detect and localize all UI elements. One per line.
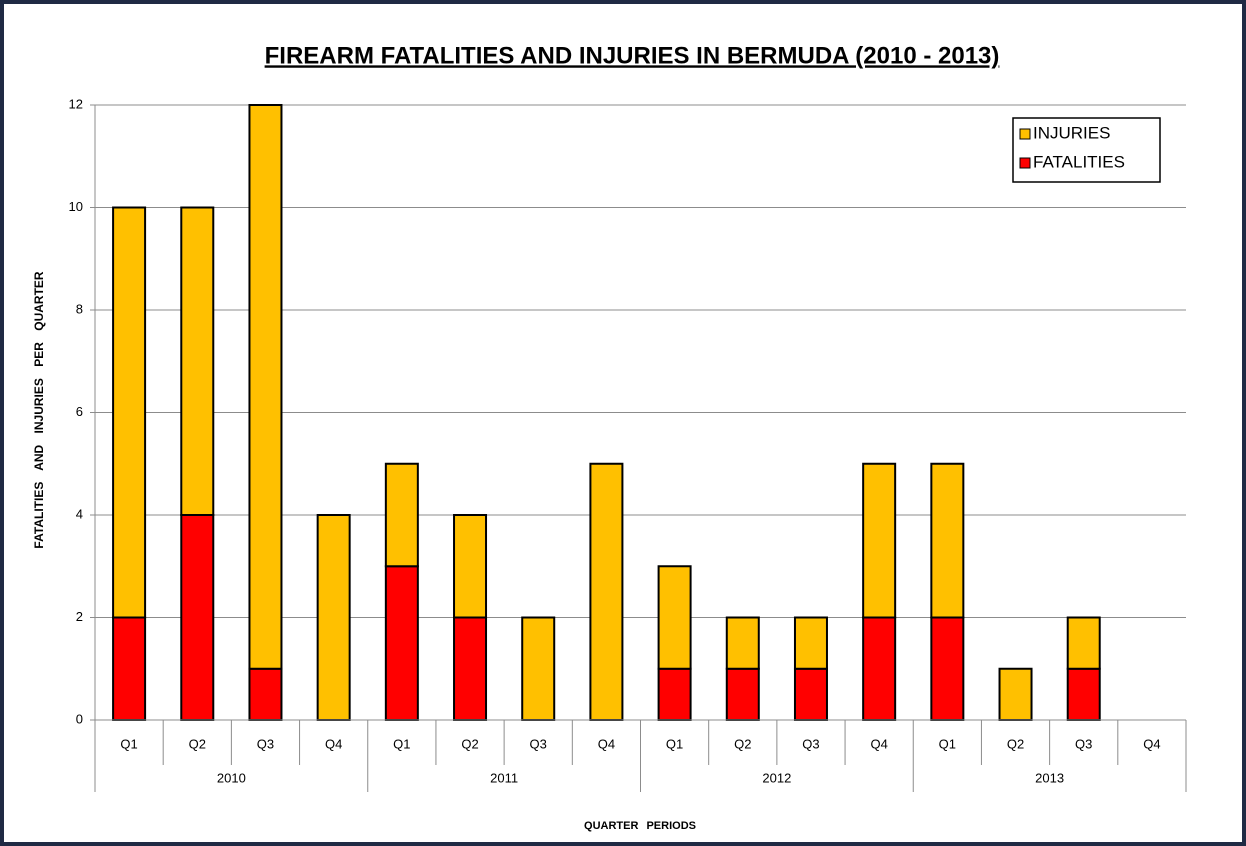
legend-label: INJURIES [1033, 123, 1110, 142]
bar-segment [862, 616, 897, 721]
y-axis-label: FATALITIES AND INJURIES PER QUARTER [32, 271, 46, 548]
bar-segment [180, 514, 215, 721]
y-tick-label: 0 [76, 711, 83, 726]
legend-swatch [1019, 128, 1031, 140]
bar-segment [725, 616, 760, 670]
y-tick-label: 10 [69, 199, 83, 214]
x-tick-label: Q3 [257, 736, 274, 751]
x-tick-label: Q3 [802, 736, 819, 751]
bar-segment [725, 667, 760, 721]
bar-segment [657, 667, 692, 721]
bar-segment [1066, 667, 1101, 721]
bar-segment [793, 667, 828, 721]
bar-segment [862, 462, 897, 619]
bar-segment [112, 206, 147, 619]
group-label: 2012 [762, 770, 791, 785]
x-tick-label: Q4 [325, 736, 342, 751]
group-label: 2010 [217, 770, 246, 785]
bar-segment [793, 616, 828, 670]
chart-title: FIREARM FATALITIES AND INJURIES IN BERMU… [265, 42, 1000, 69]
x-tick-label: Q3 [1075, 736, 1092, 751]
bar-segment [248, 667, 283, 721]
bar-segment [657, 565, 692, 670]
bar-segment [521, 616, 556, 721]
bar-segment [316, 514, 351, 721]
group-label: 2011 [490, 770, 518, 785]
bar-segment [453, 514, 488, 619]
x-tick-label: Q1 [120, 736, 137, 751]
x-tick-label: Q2 [189, 736, 206, 751]
x-tick-label: Q4 [870, 736, 887, 751]
bar-segment [998, 667, 1033, 721]
x-tick-label: Q4 [1143, 736, 1160, 751]
legend-swatch [1019, 157, 1031, 169]
bar-segment [453, 616, 488, 721]
bar-segment [930, 462, 965, 619]
legend-box [1012, 117, 1161, 183]
bar-segment [1066, 616, 1101, 670]
y-tick-label: 2 [76, 609, 83, 624]
group-label: 2013 [1035, 770, 1064, 785]
y-tick-label: 4 [76, 506, 83, 521]
bar-segment [248, 104, 283, 670]
y-tick-label: 12 [69, 96, 83, 111]
x-tick-label: Q4 [598, 736, 615, 751]
bar-segment [384, 462, 419, 568]
legend-label: FATALITIES [1033, 152, 1125, 171]
y-tick-label: 6 [76, 404, 83, 419]
bar-segment [112, 616, 147, 721]
bar-segment [180, 206, 215, 516]
x-tick-label: Q3 [530, 736, 547, 751]
bar-segment [930, 616, 965, 721]
x-tick-label: Q1 [393, 736, 410, 751]
x-axis-label: QUARTER PERIODS [584, 820, 696, 832]
x-tick-label: Q1 [939, 736, 956, 751]
bar-segment [384, 565, 419, 721]
x-tick-label: Q2 [461, 736, 478, 751]
x-tick-label: Q2 [1007, 736, 1024, 751]
x-tick-label: Q2 [734, 736, 751, 751]
bar-segment [589, 462, 624, 721]
y-tick-label: 8 [76, 301, 83, 316]
x-tick-label: Q1 [666, 736, 683, 751]
